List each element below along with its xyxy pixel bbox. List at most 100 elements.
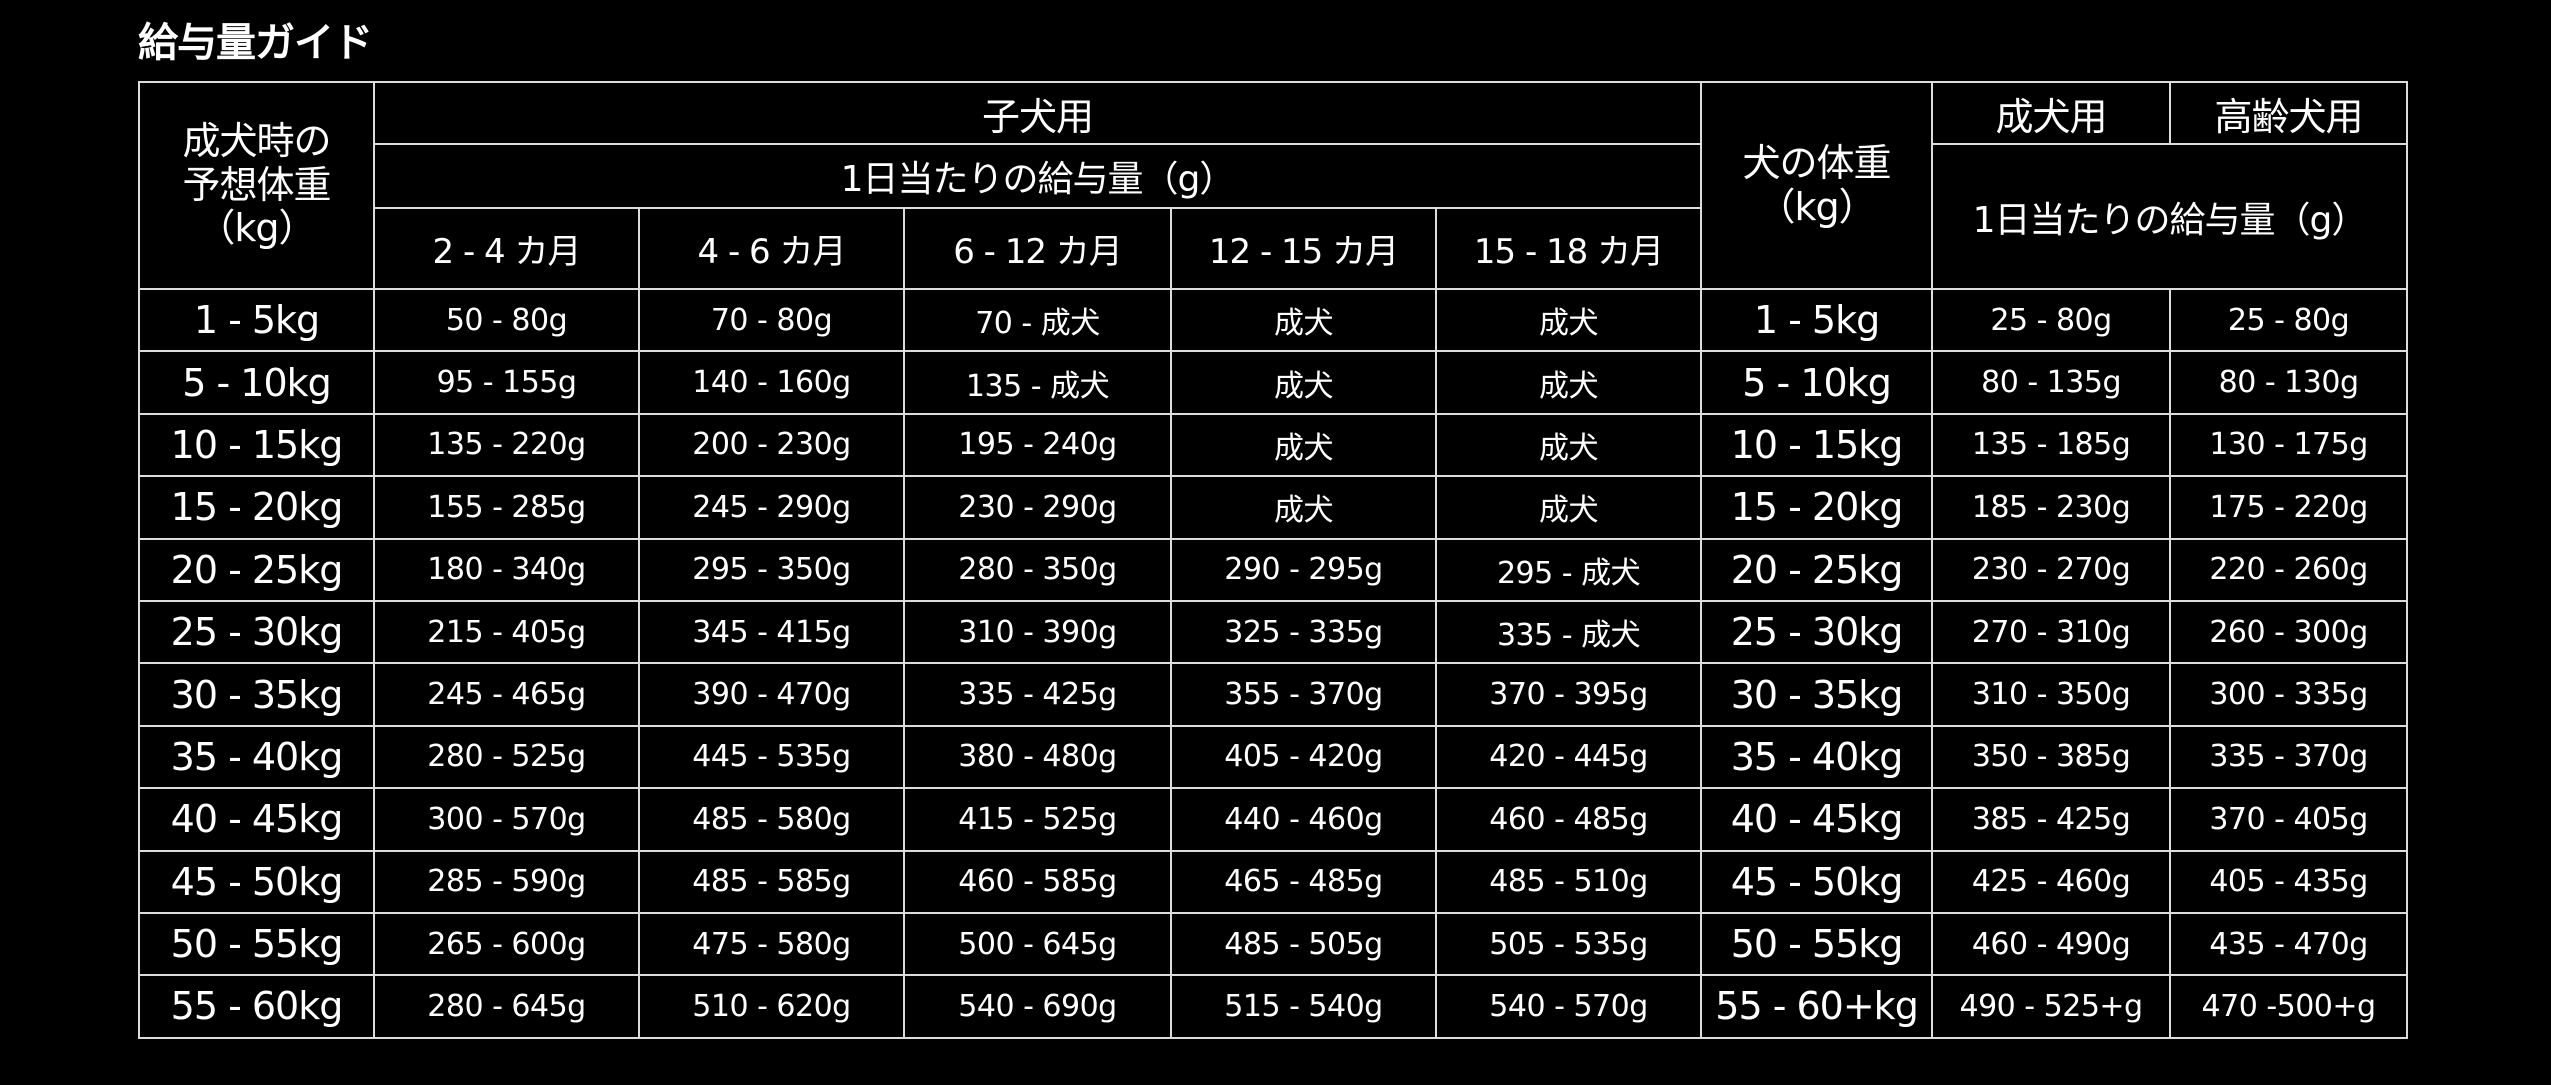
puppy-amount-cell: 50 - 80g xyxy=(373,287,640,353)
puppy-amount-cell: 成犬 xyxy=(1170,412,1437,478)
puppy-amount-cell: 500 - 645g xyxy=(903,911,1172,977)
puppy-amount-cell: 280 - 645g xyxy=(373,974,640,1039)
puppy-amount-cell: 485 - 585g xyxy=(638,849,905,914)
puppy-amount-cell: 445 - 535g xyxy=(638,724,905,790)
senior-amount-cell: 470 -500+g xyxy=(2169,974,2409,1039)
header-line: 成犬時の xyxy=(182,118,331,163)
puppy-amount-cell: 345 - 415g xyxy=(638,599,905,665)
expected-weight-cell: 30 - 35kg xyxy=(138,662,375,727)
puppy-amount-cell: 70 - 成犬 xyxy=(903,287,1172,353)
adult-amount-cell: 80 - 135g xyxy=(1931,350,2172,415)
puppy-amount-cell: 460 - 485g xyxy=(1434,787,1703,852)
puppy-amount-cell: 195 - 240g xyxy=(903,412,1172,478)
dog-weight-cell: 5 - 10kg xyxy=(1700,350,1934,415)
feeding-guide-table: 成犬時の 予想体重 （kg） 子犬用 犬の体重 （kg） 成犬用 高齢犬用 1日… xyxy=(138,81,2409,1039)
month-header: 6 - 12 カ月 xyxy=(903,207,1172,290)
adult-amount-cell: 490 - 525+g xyxy=(1931,974,2172,1039)
puppy-daily-amount-header: 1日当たりの給与量（g） xyxy=(372,143,1703,209)
puppy-amount-cell: 440 - 460g xyxy=(1170,787,1437,852)
senior-amount-cell: 300 - 335g xyxy=(2169,662,2409,727)
puppy-amount-cell: 415 - 525g xyxy=(903,787,1172,852)
expected-weight-cell: 35 - 40kg xyxy=(138,724,375,790)
puppy-amount-cell: 140 - 160g xyxy=(638,350,905,415)
expected-weight-cell: 5 - 10kg xyxy=(138,350,375,415)
puppy-amount-cell: 290 - 295g xyxy=(1170,537,1437,602)
puppy-amount-cell: 405 - 420g xyxy=(1170,724,1437,790)
page-title: 給与量ガイド xyxy=(138,20,373,66)
expected-weight-cell: 40 - 45kg xyxy=(138,787,375,852)
adult-amount-cell: 310 - 350g xyxy=(1931,662,2172,727)
puppy-amount-cell: 325 - 335g xyxy=(1170,599,1437,665)
adult-amount-cell: 425 - 460g xyxy=(1931,849,2172,914)
header-line: 予想体重 xyxy=(182,162,331,207)
puppy-amount-cell: 280 - 525g xyxy=(373,724,640,790)
table-row: 45 - 50kg 285 - 590g 485 - 585g 460 - 585g 4… xyxy=(138,849,2409,914)
header-line: 犬の体重 xyxy=(1742,140,1892,185)
puppy-header: 子犬用 xyxy=(372,81,1703,145)
adult-amount-cell: 270 - 310g xyxy=(1931,599,2172,665)
adult-amount-cell: 135 - 185g xyxy=(1931,412,2172,478)
puppy-amount-cell: 485 - 580g xyxy=(638,787,905,852)
puppy-amount-cell: 215 - 405g xyxy=(373,599,640,665)
expected-weight-cell: 25 - 30kg xyxy=(138,599,375,665)
adult-amount-cell: 230 - 270g xyxy=(1931,537,2172,602)
adult-amount-cell: 25 - 80g xyxy=(1931,287,2172,353)
month-header: 15 - 18 カ月 xyxy=(1434,207,1703,290)
puppy-amount-cell: 95 - 155g xyxy=(373,350,640,415)
puppy-amount-cell: 265 - 600g xyxy=(373,911,640,977)
puppy-amount-cell: 135 - 成犬 xyxy=(903,350,1172,415)
dog-weight-cell: 55 - 60+kg xyxy=(1700,974,1934,1039)
dog-weight-cell: 1 - 5kg xyxy=(1700,287,1934,353)
senior-amount-cell: 175 - 220g xyxy=(2169,475,2409,540)
senior-amount-cell: 220 - 260g xyxy=(2169,537,2409,602)
dog-weight-cell: 20 - 25kg xyxy=(1700,537,1934,602)
puppy-amount-cell: 70 - 80g xyxy=(638,287,905,353)
dog-weight-header: 犬の体重 （kg） xyxy=(1700,81,1934,290)
table-row: 30 - 35kg 245 - 465g 390 - 470g 335 - 425g 3… xyxy=(138,662,2409,727)
puppy-amount-cell: 335 - 425g xyxy=(903,662,1172,727)
puppy-amount-cell: 成犬 xyxy=(1170,350,1437,415)
puppy-amount-cell: 200 - 230g xyxy=(638,412,905,478)
puppy-amount-cell: 390 - 470g xyxy=(638,662,905,727)
adult-header: 成犬用 xyxy=(1931,81,2172,145)
puppy-amount-cell: 310 - 390g xyxy=(903,599,1172,665)
adult-daily-amount-header: 1日当たりの給与量（g） xyxy=(1931,143,2409,290)
expected-weight-cell: 1 - 5kg xyxy=(138,287,375,353)
puppy-amount-cell: 510 - 620g xyxy=(638,974,905,1039)
puppy-amount-cell: 475 - 580g xyxy=(638,911,905,977)
dog-weight-cell: 40 - 45kg xyxy=(1700,787,1934,852)
senior-amount-cell: 335 - 370g xyxy=(2169,724,2409,790)
table-row: 1 - 5kg 50 - 80g 70 - 80g 70 - 成犬 成犬 成犬 1 - 5k… xyxy=(138,287,2409,353)
puppy-amount-cell: 180 - 340g xyxy=(373,537,640,602)
senior-amount-cell: 25 - 80g xyxy=(2169,287,2409,353)
month-header: 12 - 15 カ月 xyxy=(1170,207,1437,290)
puppy-amount-cell: 245 - 465g xyxy=(373,662,640,727)
puppy-amount-cell: 295 - 350g xyxy=(638,537,905,602)
adult-amount-cell: 385 - 425g xyxy=(1931,787,2172,852)
puppy-amount-cell: 成犬 xyxy=(1434,350,1703,415)
puppy-amount-cell: 515 - 540g xyxy=(1170,974,1437,1039)
senior-amount-cell: 435 - 470g xyxy=(2169,911,2409,977)
puppy-amount-cell: 300 - 570g xyxy=(373,787,640,852)
dog-weight-cell: 45 - 50kg xyxy=(1700,849,1934,914)
puppy-amount-cell: 485 - 505g xyxy=(1170,911,1437,977)
senior-amount-cell: 405 - 435g xyxy=(2169,849,2409,914)
puppy-amount-cell: 135 - 220g xyxy=(373,412,640,478)
month-header: 4 - 6 カ月 xyxy=(638,207,905,290)
dog-weight-cell: 35 - 40kg xyxy=(1700,724,1934,790)
puppy-amount-cell: 280 - 350g xyxy=(903,537,1172,602)
expected-weight-cell: 50 - 55kg xyxy=(138,911,375,977)
dog-weight-cell: 30 - 35kg xyxy=(1700,662,1934,727)
table-row: 5 - 10kg 95 - 155g 140 - 160g 135 - 成犬 成犬 成犬 5… xyxy=(138,350,2409,415)
senior-amount-cell: 130 - 175g xyxy=(2169,412,2409,478)
puppy-amount-cell: 成犬 xyxy=(1170,475,1437,540)
dog-weight-cell: 10 - 15kg xyxy=(1700,412,1934,478)
puppy-amount-cell: 335 - 成犬 xyxy=(1434,599,1703,665)
puppy-amount-cell: 485 - 510g xyxy=(1434,849,1703,914)
puppy-amount-cell: 370 - 395g xyxy=(1434,662,1703,727)
adult-amount-cell: 350 - 385g xyxy=(1931,724,2172,790)
table-row: 40 - 45kg 300 - 570g 485 - 580g 415 - 525g 4… xyxy=(138,787,2409,852)
puppy-amount-cell: 460 - 585g xyxy=(903,849,1172,914)
table-row: 55 - 60kg 280 - 645g 510 - 620g 540 - 690g 5… xyxy=(138,974,2409,1039)
table-row: 10 - 15kg 135 - 220g 200 - 230g 195 - 240g 成… xyxy=(138,412,2409,478)
